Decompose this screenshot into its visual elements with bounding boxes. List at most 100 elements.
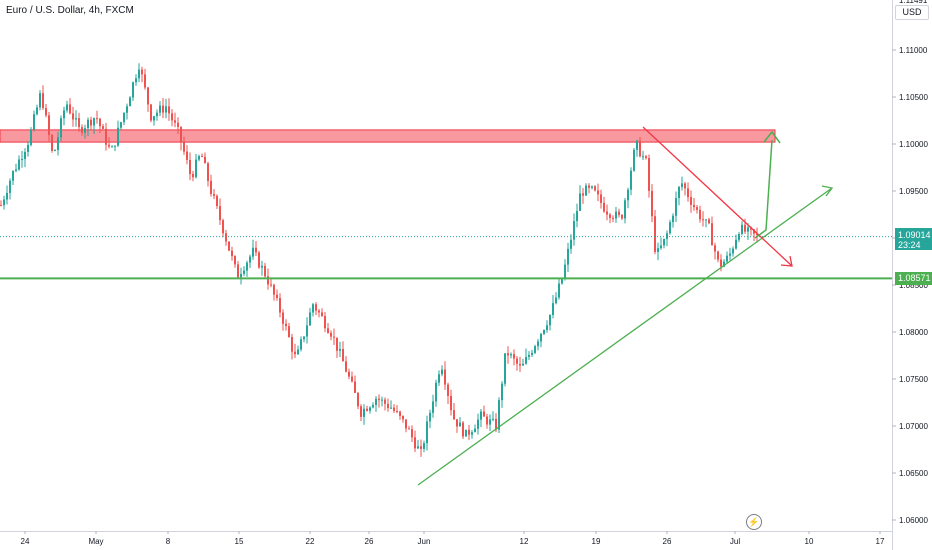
candle-body bbox=[579, 193, 581, 211]
candle-body bbox=[30, 129, 32, 145]
candle-body bbox=[102, 126, 104, 129]
price-tick-label: 1.08500 bbox=[899, 281, 928, 290]
candle-body bbox=[240, 273, 242, 278]
candle-body bbox=[567, 248, 569, 265]
candle-body bbox=[36, 107, 38, 115]
candle-body bbox=[231, 250, 233, 257]
candle-body bbox=[33, 114, 35, 130]
support-price-value: 1.08571 bbox=[898, 273, 931, 284]
candle-body bbox=[99, 118, 101, 127]
candle-body bbox=[432, 401, 434, 413]
candle-body bbox=[246, 262, 248, 271]
price-tick-label: 1.07000 bbox=[899, 422, 928, 431]
candle-body bbox=[81, 127, 83, 133]
candle-body bbox=[66, 104, 68, 111]
candle-body bbox=[612, 217, 614, 219]
candle-body bbox=[471, 432, 473, 435]
candle-body bbox=[120, 122, 122, 128]
candle-body bbox=[657, 248, 659, 252]
descending-trendline bbox=[642, 126, 793, 267]
candle-body bbox=[396, 411, 398, 413]
candle-body bbox=[267, 276, 269, 285]
candle-body bbox=[498, 400, 500, 430]
candle-body bbox=[279, 297, 281, 313]
candle-body bbox=[756, 233, 758, 236]
last-price-value: 1.09014 bbox=[898, 229, 931, 240]
candle-body bbox=[378, 398, 380, 401]
symbol-legend: Euro / U.S. Dollar, 4h, FXCM bbox=[6, 5, 134, 16]
candle-body bbox=[249, 256, 251, 263]
candle-body bbox=[159, 105, 161, 113]
candle-body bbox=[108, 144, 110, 147]
candle-body bbox=[528, 354, 530, 357]
candle-body bbox=[234, 256, 236, 265]
candle-body bbox=[186, 151, 188, 160]
candle-body bbox=[312, 304, 314, 313]
candle-body bbox=[393, 407, 395, 412]
candle-body bbox=[588, 185, 590, 188]
candle-body bbox=[438, 374, 440, 383]
candle-body bbox=[150, 104, 152, 121]
candle-body bbox=[639, 140, 641, 157]
support-price-badge: 1.08571 bbox=[895, 272, 932, 286]
candle-body bbox=[195, 159, 197, 178]
candle-body bbox=[642, 156, 644, 158]
candle-body bbox=[582, 193, 584, 196]
candle-body bbox=[354, 381, 356, 393]
currency-button[interactable]: USD bbox=[895, 5, 929, 20]
candle-body bbox=[171, 113, 173, 121]
candle-body bbox=[282, 312, 284, 324]
candle-body bbox=[540, 333, 542, 342]
price-tick-label: 1.10000 bbox=[899, 140, 928, 149]
candle-body bbox=[237, 264, 239, 278]
candle-body bbox=[27, 144, 29, 152]
candle-body bbox=[726, 255, 728, 262]
candle-body bbox=[720, 259, 722, 267]
candle-body bbox=[168, 106, 170, 114]
time-tick-label: 26 bbox=[663, 537, 672, 546]
time-tick-label: Jul bbox=[730, 537, 740, 546]
candle-body bbox=[702, 219, 704, 221]
candle-body bbox=[744, 224, 746, 232]
candle-body bbox=[468, 429, 470, 435]
price-tick-label: 1.06000 bbox=[899, 516, 928, 525]
candle-body bbox=[162, 105, 164, 113]
candle-body bbox=[648, 158, 650, 191]
candle-body bbox=[123, 112, 125, 123]
candle-body bbox=[48, 115, 50, 136]
candle-body bbox=[516, 358, 518, 364]
lightning-icon[interactable]: ⚡ bbox=[746, 514, 762, 530]
candle-body bbox=[504, 353, 506, 384]
candle-body bbox=[135, 78, 137, 83]
candle-body bbox=[456, 419, 458, 427]
candle-body bbox=[420, 446, 422, 449]
candle-body bbox=[3, 199, 5, 206]
candle-body bbox=[114, 145, 116, 147]
candle-body bbox=[480, 411, 482, 420]
candle-body bbox=[297, 349, 299, 355]
candle-body bbox=[174, 120, 176, 123]
candle-body bbox=[429, 412, 431, 422]
candle-body bbox=[534, 346, 536, 353]
candle-body bbox=[273, 284, 275, 295]
candle-body bbox=[294, 351, 296, 355]
price-tick-label: 1.08000 bbox=[899, 328, 928, 337]
candle-body bbox=[693, 204, 695, 208]
candle-body bbox=[315, 304, 317, 311]
candle-body bbox=[153, 116, 155, 121]
candle-body bbox=[177, 122, 179, 127]
candle-body bbox=[360, 406, 362, 417]
candle-body bbox=[225, 233, 227, 242]
candle-body bbox=[228, 241, 230, 251]
candle-body bbox=[210, 180, 212, 195]
candle-body bbox=[654, 216, 656, 252]
candle-body bbox=[324, 316, 326, 329]
candle-body bbox=[165, 106, 167, 113]
candle-body bbox=[507, 353, 509, 356]
candle-body bbox=[348, 371, 350, 377]
candle-body bbox=[387, 403, 389, 409]
candle-body bbox=[15, 169, 17, 171]
candle-body bbox=[711, 223, 713, 246]
